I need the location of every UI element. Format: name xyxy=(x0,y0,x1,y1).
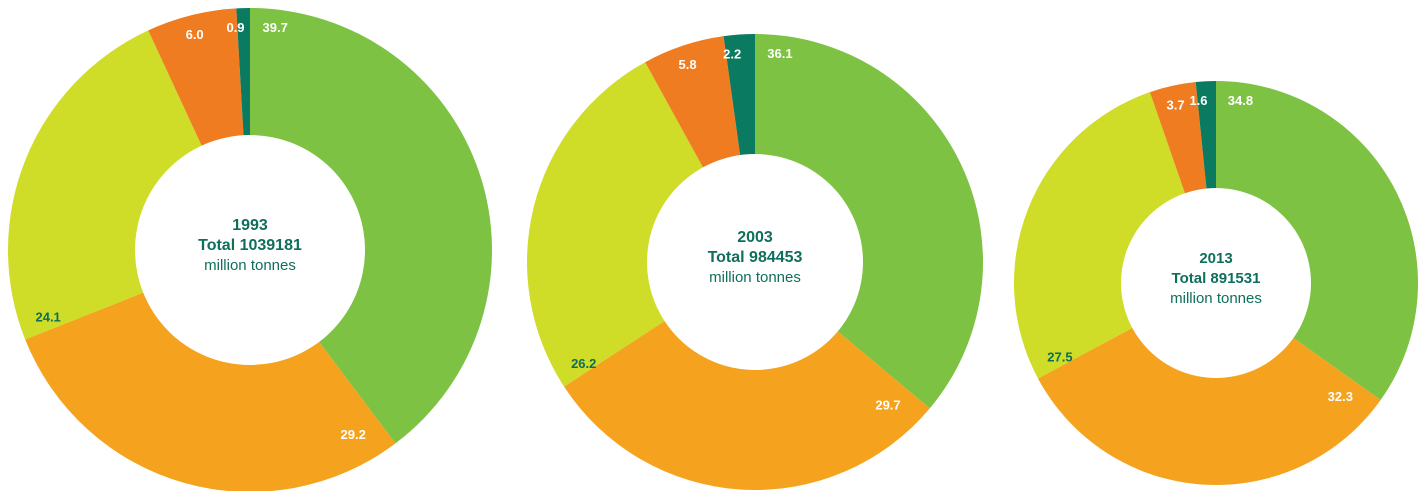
data-label-1993-3: 6.0 xyxy=(186,27,204,42)
slice-2003-0 xyxy=(755,34,984,409)
slice-2003-2 xyxy=(527,62,755,387)
slice-2013-1 xyxy=(1037,283,1381,485)
data-label-1993-4: 0.9 xyxy=(226,20,244,35)
center-year-2003: 2003 xyxy=(737,229,773,246)
center-unit-1993: million tonnes xyxy=(204,257,296,274)
center-unit-2003: million tonnes xyxy=(709,269,801,286)
center-total-2013: Total 891531 xyxy=(1172,270,1261,287)
data-label-2003-3: 5.8 xyxy=(679,57,697,72)
slice-2003-1 xyxy=(564,262,930,491)
donut-chart-1993: 39.7 29.2 24.1 6.0 0.9 1993 Total 1039181 milli… xyxy=(8,8,492,491)
data-label-2013-4: 1.6 xyxy=(1189,93,1207,108)
data-label-2003-4: 2.2 xyxy=(723,47,741,62)
data-label-2013-0: 34.8 xyxy=(1228,93,1253,108)
data-label-1993-1: 29.2 xyxy=(341,427,366,442)
data-label-2013-2: 27.5 xyxy=(1047,350,1072,365)
data-label-2003-0: 36.1 xyxy=(767,46,792,61)
slice-1993-1 xyxy=(25,250,396,491)
data-label-1993-0: 39.7 xyxy=(263,20,288,35)
donut-chart-2003: 36.1 29.7 26.2 5.8 2.2 2003 Total 984453 millio… xyxy=(527,34,984,491)
center-unit-2013: million tonnes xyxy=(1170,290,1262,307)
donut-hole xyxy=(1121,188,1311,378)
center-year-1993: 1993 xyxy=(232,217,268,234)
donut-hole xyxy=(647,154,863,370)
data-label-2013-1: 32.3 xyxy=(1328,389,1353,404)
data-label-2003-2: 26.2 xyxy=(571,356,596,371)
center-year-2013: 2013 xyxy=(1199,250,1232,267)
data-label-2013-3: 3.7 xyxy=(1166,97,1184,112)
data-label-1993-2: 24.1 xyxy=(35,309,60,324)
center-total-2003: Total 984453 xyxy=(708,249,803,266)
slice-1993-0 xyxy=(250,8,492,444)
donut-hole xyxy=(135,135,365,365)
center-total-1993: Total 1039181 xyxy=(198,237,302,254)
donut-chart-2013: 34.8 32.3 27.5 3.7 1.6 2013 Total 891531 millio… xyxy=(1014,81,1418,485)
data-label-2003-1: 29.7 xyxy=(875,397,900,412)
slice-2013-0 xyxy=(1216,81,1418,401)
